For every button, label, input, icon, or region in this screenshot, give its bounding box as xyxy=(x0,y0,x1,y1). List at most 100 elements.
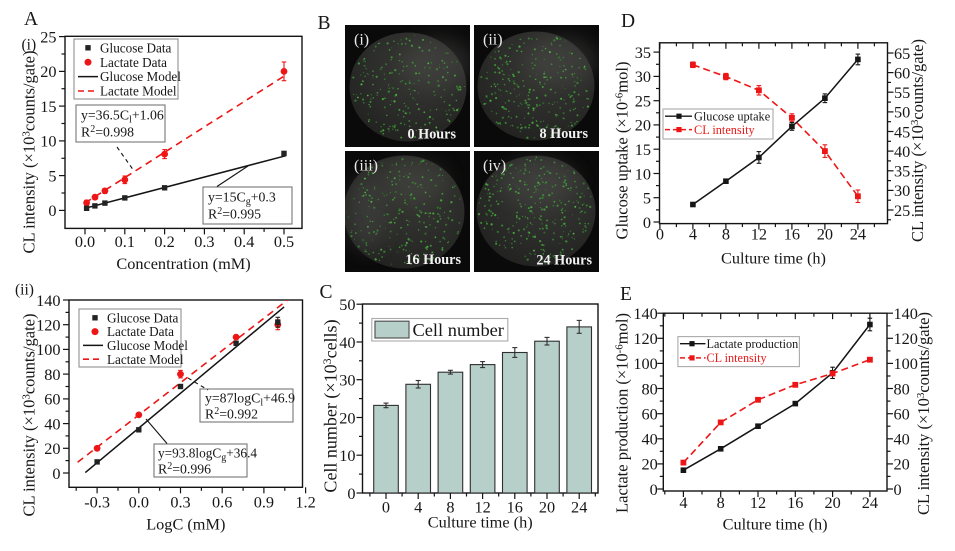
svg-text:25: 25 xyxy=(635,92,651,111)
svg-text:y=87logCl+46.9: y=87logCl+46.9 xyxy=(205,391,295,409)
svg-text:65: 65 xyxy=(894,44,910,63)
svg-text:10: 10 xyxy=(339,446,355,465)
svg-text:100: 100 xyxy=(894,354,918,373)
svg-text:40: 40 xyxy=(44,414,60,433)
svg-text:15: 15 xyxy=(635,140,651,159)
svg-text:60: 60 xyxy=(642,405,658,424)
svg-text:0: 0 xyxy=(347,484,355,503)
svg-text:CL intensity (×103counts/gate): CL intensity (×103counts/gate) xyxy=(20,314,39,517)
svg-text:25: 25 xyxy=(894,201,910,220)
svg-text:40: 40 xyxy=(642,430,658,449)
svg-text:(iii): (iii) xyxy=(354,158,378,175)
svg-text:140: 140 xyxy=(633,304,657,323)
svg-text:16: 16 xyxy=(787,493,803,512)
svg-text:0: 0 xyxy=(382,498,390,517)
svg-text:120: 120 xyxy=(894,329,918,348)
svg-text:12: 12 xyxy=(751,225,767,244)
svg-text:0.2: 0.2 xyxy=(154,232,174,251)
svg-text:y=93.8logCg+36.4: y=93.8logCg+36.4 xyxy=(158,446,257,464)
svg-text:(ii): (ii) xyxy=(15,282,34,299)
svg-text:Concentration (mM): Concentration (mM) xyxy=(116,254,250,273)
svg-text:Lactate production: Lactate production xyxy=(707,337,799,351)
svg-text:80: 80 xyxy=(642,379,658,398)
svg-text:y=15Cg+0.3: y=15Cg+0.3 xyxy=(208,190,276,208)
svg-text:20: 20 xyxy=(642,455,658,474)
svg-text:30: 30 xyxy=(635,67,651,86)
svg-text:80: 80 xyxy=(894,379,910,398)
svg-text:50: 50 xyxy=(339,295,355,314)
svg-text:24: 24 xyxy=(850,225,866,244)
svg-text:120: 120 xyxy=(633,329,657,348)
svg-text:LogC (mM): LogC (mM) xyxy=(146,515,225,534)
svg-text:35: 35 xyxy=(894,162,910,181)
svg-text:60: 60 xyxy=(44,390,60,409)
svg-text:Culture time (h): Culture time (h) xyxy=(723,515,828,534)
svg-text:E: E xyxy=(620,284,632,305)
svg-text:24: 24 xyxy=(862,493,878,512)
svg-text:12: 12 xyxy=(750,493,766,512)
svg-text:0: 0 xyxy=(643,213,651,232)
svg-text:24 Hours: 24 Hours xyxy=(536,253,592,269)
svg-text:0: 0 xyxy=(650,480,658,499)
svg-text:Lactate Data: Lactate Data xyxy=(107,324,174,339)
svg-text:Cell number (×103cells): Cell number (×103cells) xyxy=(320,319,342,492)
svg-text:CL intensity (×103counts/gate): CL intensity (×103counts/gate) xyxy=(908,39,927,242)
svg-text:1.2: 1.2 xyxy=(295,493,315,512)
svg-text:4: 4 xyxy=(414,498,422,517)
svg-text:(ii): (ii) xyxy=(483,32,503,49)
svg-text:20: 20 xyxy=(44,439,60,458)
svg-text:24: 24 xyxy=(571,498,587,517)
svg-text:Glucose Data: Glucose Data xyxy=(100,40,172,55)
svg-text:0.4: 0.4 xyxy=(234,232,254,251)
svg-text:R2=0.992: R2=0.992 xyxy=(205,406,258,422)
svg-text:0.0: 0.0 xyxy=(75,232,95,251)
svg-text:0: 0 xyxy=(656,225,664,244)
svg-text:Glucose Data: Glucose Data xyxy=(107,310,179,325)
svg-text:60: 60 xyxy=(894,63,910,82)
svg-text:40: 40 xyxy=(339,333,355,352)
svg-text:Cell number: Cell number xyxy=(413,320,504,340)
svg-text:20: 20 xyxy=(894,455,910,474)
svg-text:R2=0.996: R2=0.996 xyxy=(158,461,211,477)
svg-text:Glucose Model: Glucose Model xyxy=(100,69,181,84)
svg-text:0.3: 0.3 xyxy=(194,232,214,251)
svg-text:B: B xyxy=(318,13,331,34)
svg-text:8: 8 xyxy=(446,498,454,517)
svg-text:140: 140 xyxy=(36,291,60,310)
svg-text:100: 100 xyxy=(633,354,657,373)
svg-text:D: D xyxy=(621,11,635,32)
svg-text:8 Hours: 8 Hours xyxy=(540,126,589,142)
svg-text:Glucose uptake (×10-6mol): Glucose uptake (×10-6mol) xyxy=(613,62,632,240)
svg-text:A: A xyxy=(24,9,38,30)
svg-text:20: 20 xyxy=(40,62,56,81)
svg-text:20: 20 xyxy=(817,225,833,244)
svg-text:25: 25 xyxy=(40,27,56,46)
svg-text:R2=0.998: R2=0.998 xyxy=(81,124,134,140)
svg-text:30: 30 xyxy=(894,181,910,200)
svg-text:Culture time (h): Culture time (h) xyxy=(721,249,826,268)
svg-text:10: 10 xyxy=(635,164,651,183)
svg-text:50: 50 xyxy=(894,103,910,122)
svg-text:Lactate Model: Lactate Model xyxy=(107,352,184,367)
svg-text:5: 5 xyxy=(643,189,651,208)
svg-text:20: 20 xyxy=(539,498,555,517)
svg-text:100: 100 xyxy=(36,340,60,359)
svg-text:16: 16 xyxy=(784,225,800,244)
svg-text:Glucose Model: Glucose Model xyxy=(107,338,188,353)
svg-text:35: 35 xyxy=(635,43,651,62)
svg-text:30: 30 xyxy=(339,371,355,390)
svg-text:60: 60 xyxy=(894,405,910,424)
svg-text:0: 0 xyxy=(894,480,902,499)
svg-text:4: 4 xyxy=(689,225,697,244)
svg-text:-0.3: -0.3 xyxy=(84,493,110,512)
svg-text:(i): (i) xyxy=(22,37,37,54)
svg-text:55: 55 xyxy=(894,83,910,102)
svg-text:5: 5 xyxy=(48,166,56,185)
svg-text:0.0: 0.0 xyxy=(129,493,149,512)
svg-text:R2=0.995: R2=0.995 xyxy=(208,206,261,222)
svg-text:Lactate Model: Lactate Model xyxy=(100,84,177,99)
svg-text:20: 20 xyxy=(635,116,651,135)
svg-text:Lactate production (×10-6mol): Lactate production (×10-6mol) xyxy=(613,313,632,513)
svg-text:(iv): (iv) xyxy=(483,158,506,175)
svg-text:0.3: 0.3 xyxy=(170,493,190,512)
